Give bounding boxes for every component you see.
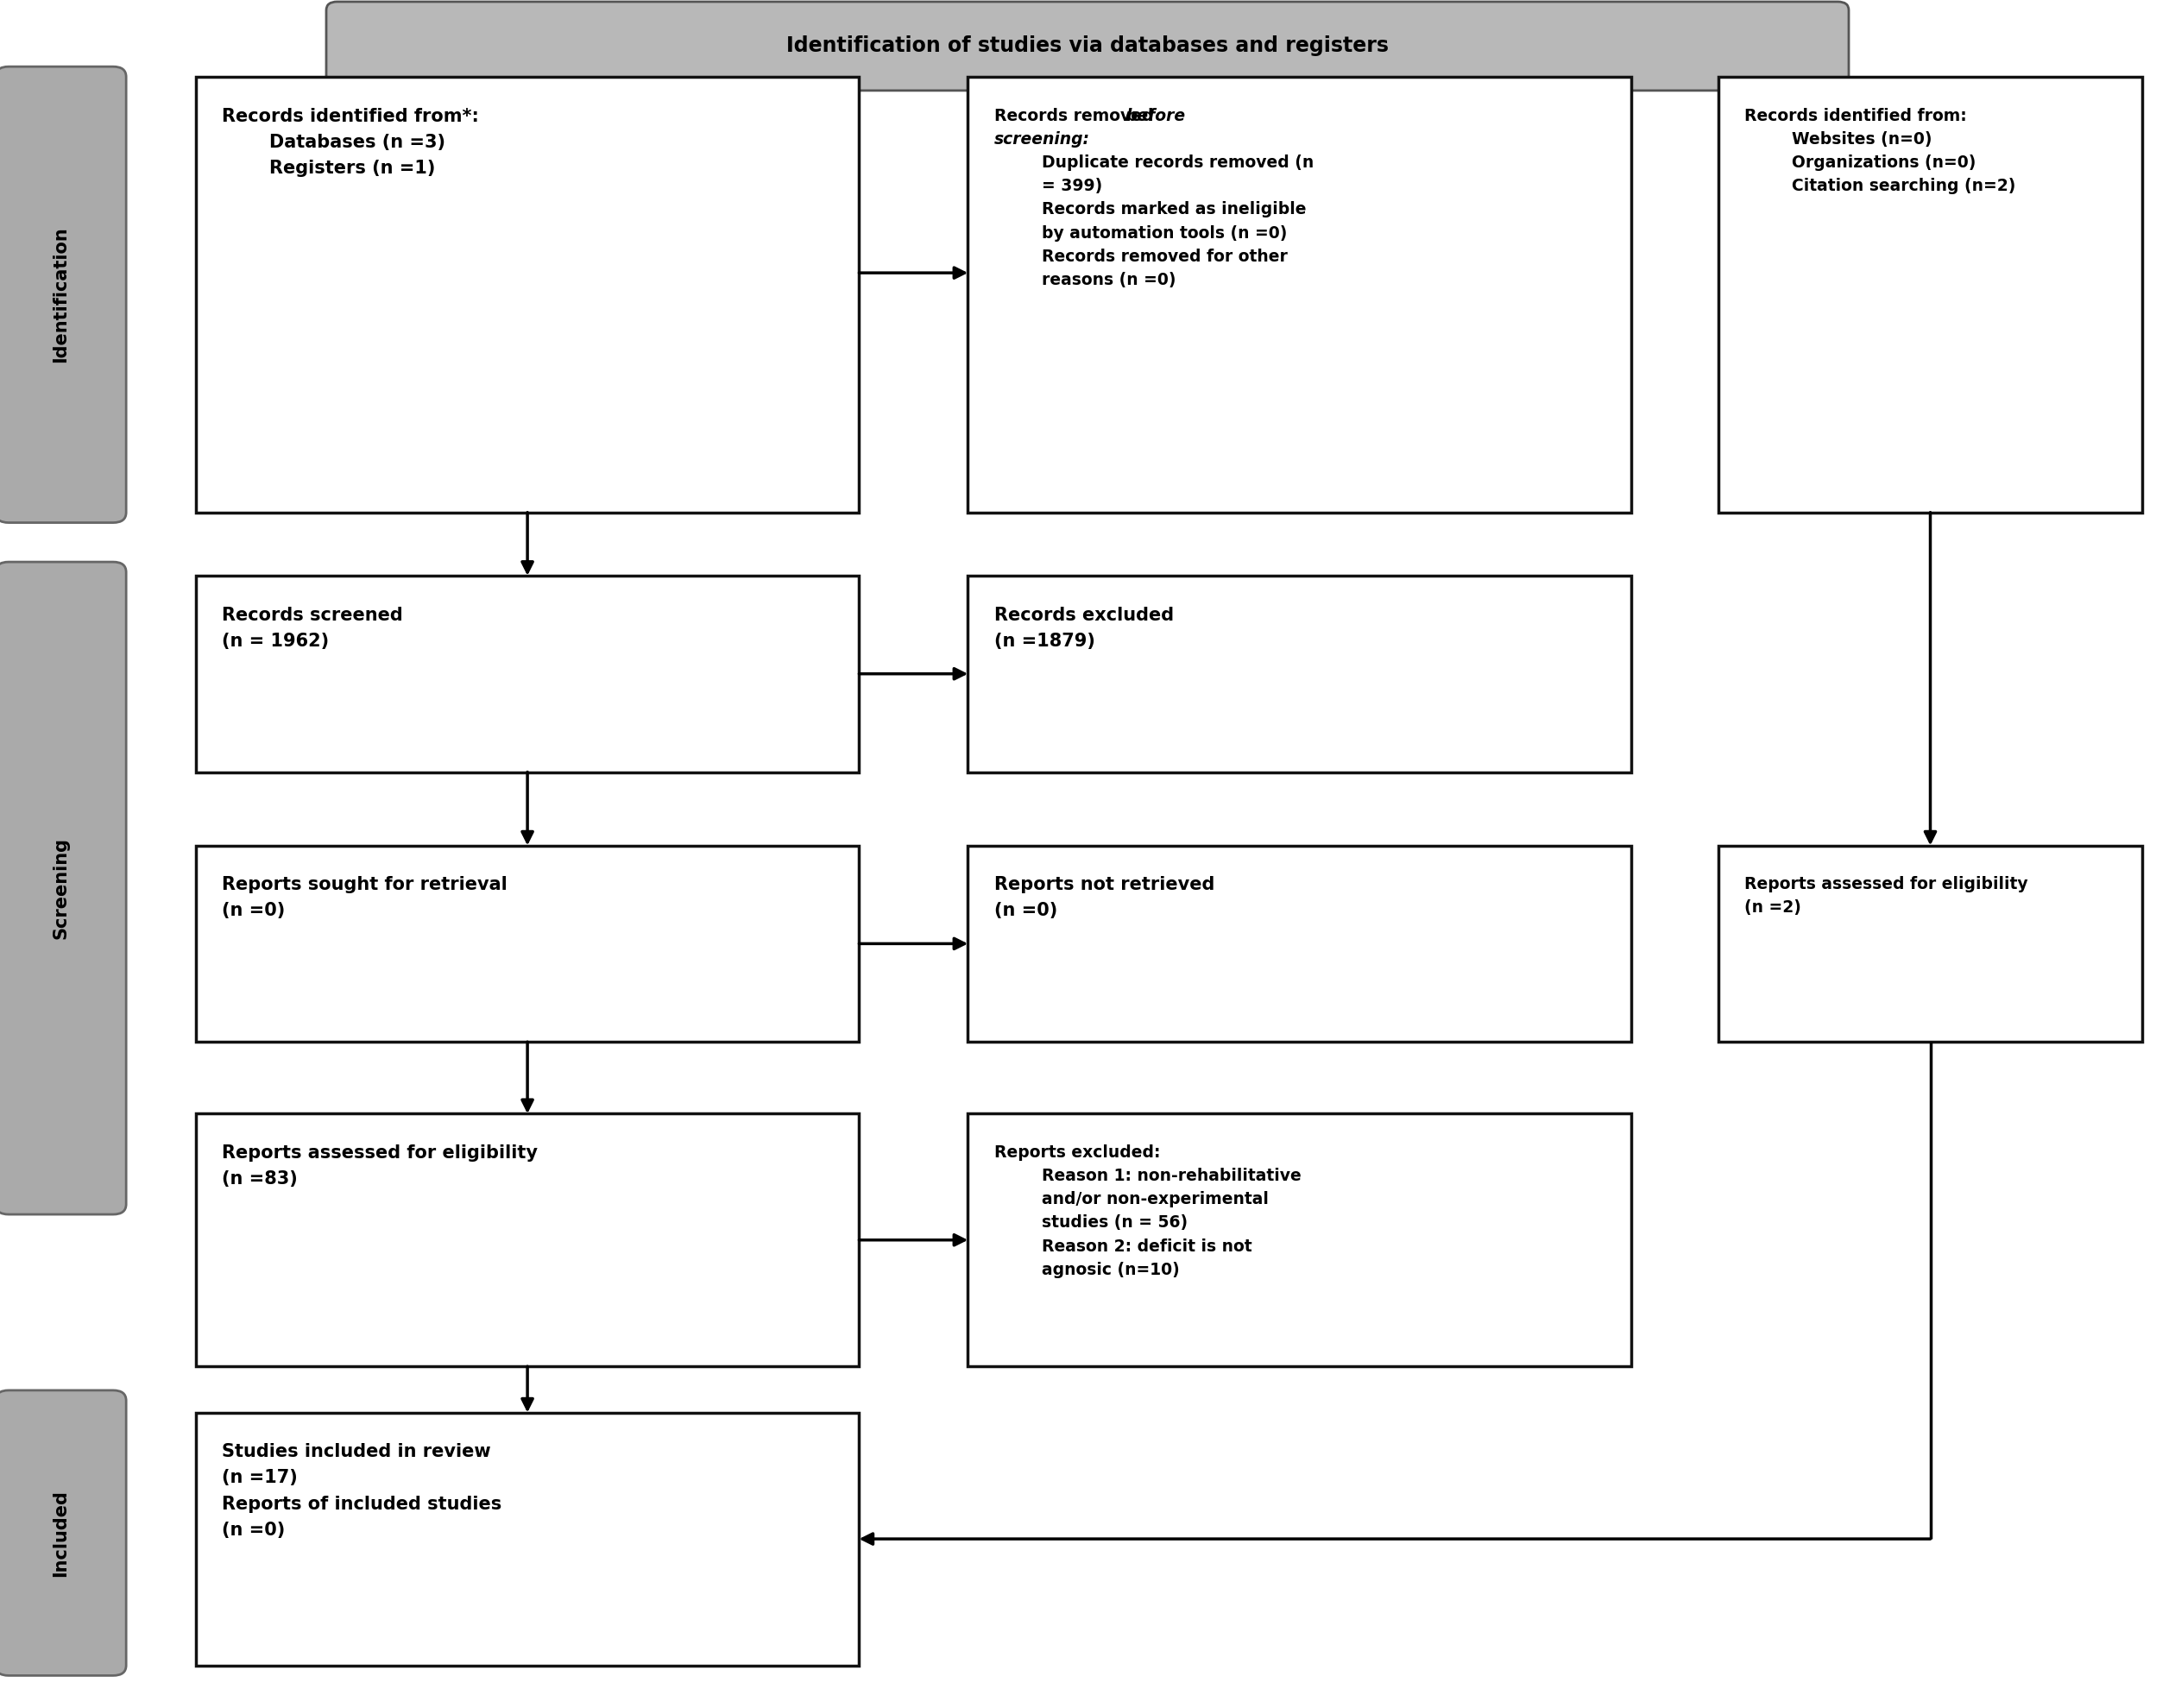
Text: Records removed: Records removed [994, 108, 1159, 125]
Bar [196, 576, 859, 772]
Text: Records excluded: Records excluded [994, 606, 1175, 623]
Bar [1718, 845, 2142, 1042]
Text: = 399): = 399) [1042, 178, 1103, 195]
Bar [1718, 77, 2142, 512]
Text: Registers (n =1): Registers (n =1) [270, 161, 435, 178]
Text: (n =0): (n =0) [222, 1522, 285, 1539]
Bar [196, 845, 859, 1042]
Text: reasons (n =0): reasons (n =0) [1042, 272, 1177, 289]
Text: Records screened: Records screened [222, 606, 402, 623]
Text: Reason 1: non-rehabilitative: Reason 1: non-rehabilitative [1042, 1168, 1301, 1184]
Text: Reports assessed for eligibility: Reports assessed for eligibility [1744, 876, 2027, 893]
Text: (n =2): (n =2) [1744, 900, 1801, 915]
Text: before: before [1127, 108, 1185, 125]
Bar [968, 1114, 1631, 1366]
Text: Screening: Screening [52, 837, 70, 939]
FancyBboxPatch shape [0, 562, 126, 1214]
Text: Reports not retrieved: Reports not retrieved [994, 876, 1214, 893]
Text: Identification of studies via databases and registers: Identification of studies via databases … [787, 36, 1388, 56]
Bar [196, 1413, 859, 1665]
Text: and/or non-experimental: and/or non-experimental [1042, 1190, 1268, 1208]
Text: (n =17): (n =17) [222, 1469, 298, 1486]
Text: Identification: Identification [52, 227, 70, 362]
Text: (n =83): (n =83) [222, 1170, 298, 1187]
Text: Citation searching (n=2): Citation searching (n=2) [1792, 178, 2016, 195]
Text: studies (n = 56): studies (n = 56) [1042, 1214, 1188, 1231]
Text: by automation tools (n =0): by automation tools (n =0) [1042, 225, 1288, 241]
Bar [196, 77, 859, 512]
Text: Included: Included [52, 1489, 70, 1576]
Text: Organizations (n=0): Organizations (n=0) [1792, 154, 1977, 171]
Text: Records identified from*:: Records identified from*: [222, 108, 478, 125]
Text: Databases (n =3): Databases (n =3) [270, 133, 446, 150]
Text: agnosic (n=10): agnosic (n=10) [1042, 1262, 1179, 1278]
FancyBboxPatch shape [0, 67, 126, 523]
Text: Reason 2: deficit is not: Reason 2: deficit is not [1042, 1238, 1253, 1255]
Text: (n =1879): (n =1879) [994, 632, 1094, 649]
Text: Records marked as ineligible: Records marked as ineligible [1042, 202, 1307, 219]
Text: Websites (n=0): Websites (n=0) [1792, 132, 1931, 147]
Text: Studies included in review: Studies included in review [222, 1443, 492, 1460]
Bar [196, 1114, 859, 1366]
Bar [968, 845, 1631, 1042]
Text: Duplicate records removed (n: Duplicate records removed (n [1042, 154, 1314, 171]
Text: Reports excluded:: Reports excluded: [994, 1144, 1159, 1161]
Text: Reports of included studies: Reports of included studies [222, 1496, 502, 1513]
FancyBboxPatch shape [326, 2, 1849, 91]
Text: Records identified from:: Records identified from: [1744, 108, 1966, 125]
Text: Reports sought for retrieval: Reports sought for retrieval [222, 876, 507, 893]
Bar [968, 576, 1631, 772]
Text: (n =0): (n =0) [222, 902, 285, 919]
Bar [968, 77, 1631, 512]
FancyBboxPatch shape [0, 1390, 126, 1676]
Text: (n = 1962): (n = 1962) [222, 632, 328, 649]
Text: Reports assessed for eligibility: Reports assessed for eligibility [222, 1144, 537, 1161]
Text: (n =0): (n =0) [994, 902, 1057, 919]
Text: screening:: screening: [994, 132, 1090, 147]
Text: Records removed for other: Records removed for other [1042, 248, 1288, 265]
